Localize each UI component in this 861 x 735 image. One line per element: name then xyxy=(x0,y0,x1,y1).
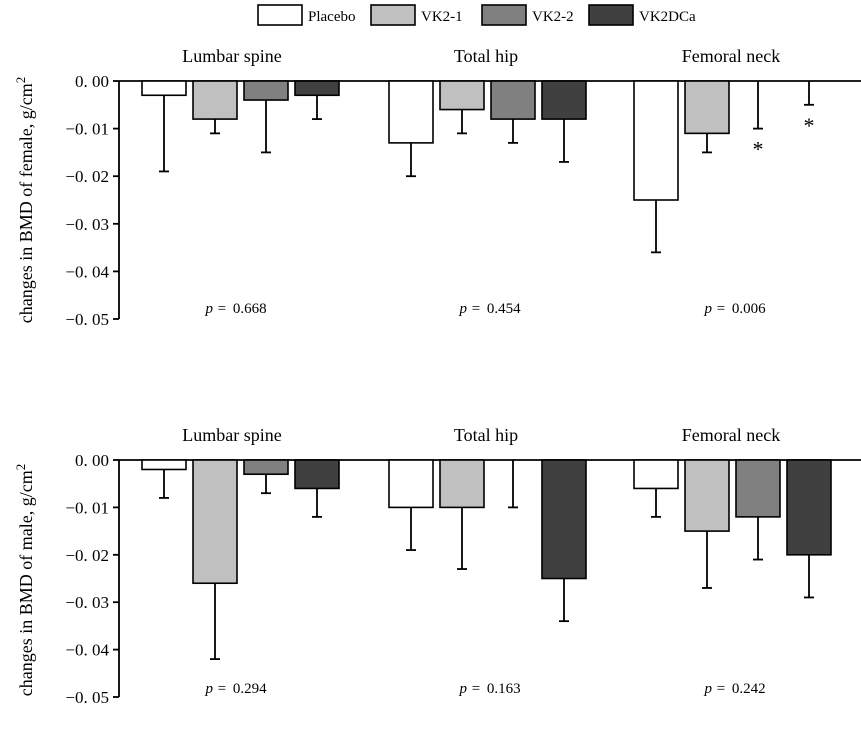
p-value-lumbar-spine: p = 0.294 xyxy=(204,681,267,697)
bar-vk2-2-lumbar-spine xyxy=(243,459,289,476)
bar-vk2-1-lumbar-spine xyxy=(192,459,238,585)
bar-placebo-lumbar-spine xyxy=(141,80,187,97)
p-value-prefix: p = xyxy=(703,301,725,317)
y-axis-title-text: changes in BMD of male, g/cm xyxy=(16,470,36,696)
bar-placebo-total-hip xyxy=(388,80,434,144)
bar-vk2-1-total-hip xyxy=(439,80,485,111)
legend-swatch-vk2dca xyxy=(588,4,634,26)
legend-label-vk2-2: VK2-2 xyxy=(532,9,574,25)
y-axis-title: changes in BMD of male, g/cm2 xyxy=(13,464,36,696)
bar-vk2-2-femoral-neck xyxy=(735,459,781,518)
p-value-prefix: p = xyxy=(703,681,725,697)
bar-vk2-1-femoral-neck xyxy=(684,459,730,532)
y-tick-label: −0. 03 xyxy=(65,215,109,234)
y-axis-title-superscript: 2 xyxy=(13,77,28,84)
legend-label-vk2dca: VK2DCa xyxy=(639,9,696,25)
y-tick-label: 0. 00 xyxy=(75,451,109,470)
legend-swatch-placebo xyxy=(257,4,303,26)
p-value-number: 0.006 xyxy=(732,301,766,317)
y-axis-title: changes in BMD of female, g/cm2 xyxy=(13,77,36,323)
bar-vk2dca-lumbar-spine xyxy=(294,80,340,97)
significance-asterisk: * xyxy=(753,137,764,162)
p-value-prefix: p = xyxy=(458,681,480,697)
y-tick-label: −0. 04 xyxy=(65,641,109,660)
legend-label-placebo: Placebo xyxy=(308,9,355,25)
y-tick-label: −0. 05 xyxy=(65,310,109,329)
female-panel: 0. 00 −0. 01 −0. 02 −0. 03 −0. 04 −0. 05 chang… xyxy=(13,46,861,329)
p-value-lumbar-spine: p = 0.668 xyxy=(204,301,266,317)
bar-vk2dca-femoral-neck xyxy=(786,459,832,556)
bar-placebo-femoral-neck xyxy=(633,80,679,201)
bar-placebo-total-hip xyxy=(388,459,434,509)
bar-vk2-2-total-hip xyxy=(490,80,536,120)
p-value-prefix: p = xyxy=(458,301,480,317)
category-label-total-hip: Total hip xyxy=(454,425,518,445)
legend-swatch-vk2-2 xyxy=(481,4,527,26)
y-tick-label: −0. 04 xyxy=(65,262,109,281)
category-label-total-hip: Total hip xyxy=(454,46,518,66)
y-tick-label: −0. 02 xyxy=(65,167,109,186)
p-value-prefix: p = xyxy=(204,681,226,697)
p-value-number: 0.294 xyxy=(233,681,267,697)
y-tick-label: 0. 00 xyxy=(75,72,109,91)
bar-vk2-1-total-hip xyxy=(439,459,485,509)
p-value-number: 0.163 xyxy=(487,681,521,697)
significance-asterisk: * xyxy=(804,113,815,138)
category-label-lumbar-spine: Lumbar spine xyxy=(182,46,281,66)
p-value-femoral-neck: p = 0.242 xyxy=(703,681,765,697)
p-value-prefix: p = xyxy=(204,301,226,317)
legend-swatch-vk2-1 xyxy=(370,4,416,26)
bar-vk2dca-total-hip xyxy=(541,80,587,120)
bar-vk2-1-lumbar-spine xyxy=(192,80,238,120)
p-value-femoral-neck: p = 0.006 xyxy=(703,301,766,317)
bar-vk2dca-lumbar-spine xyxy=(294,459,340,490)
p-value-number: 0.668 xyxy=(233,301,267,317)
legend-label-vk2-1: VK2-1 xyxy=(421,9,463,25)
y-axis-title-text: changes in BMD of female, g/cm xyxy=(16,83,36,323)
y-tick-label: −0. 05 xyxy=(65,688,109,707)
bar-placebo-femoral-neck xyxy=(633,459,679,490)
bar-vk2-2-lumbar-spine xyxy=(243,80,289,101)
category-label-femoral-neck: Femoral neck xyxy=(682,425,780,445)
y-tick-label: −0. 01 xyxy=(65,120,109,139)
p-value-total-hip: p = 0.163 xyxy=(458,681,520,697)
bar-vk2-1-femoral-neck xyxy=(684,80,730,135)
category-label-lumbar-spine: Lumbar spine xyxy=(182,425,281,445)
y-tick-label: −0. 01 xyxy=(65,498,109,517)
legend: Placebo VK2-1 VK2-2 VK2DCa xyxy=(257,4,696,26)
bar-placebo-lumbar-spine xyxy=(141,459,187,471)
y-tick-label: −0. 02 xyxy=(65,546,109,565)
p-value-total-hip: p = 0.454 xyxy=(458,301,521,317)
bar-vk2dca-total-hip xyxy=(541,459,587,580)
p-value-number: 0.242 xyxy=(732,681,766,697)
y-tick-label: −0. 03 xyxy=(65,593,109,612)
male-panel: 0. 00 −0. 01 −0. 02 −0. 03 −0. 04 −0. 05 chang… xyxy=(13,425,861,707)
y-axis-title-superscript: 2 xyxy=(13,464,28,471)
p-value-number: 0.454 xyxy=(487,301,521,317)
category-label-femoral-neck: Femoral neck xyxy=(682,46,780,66)
